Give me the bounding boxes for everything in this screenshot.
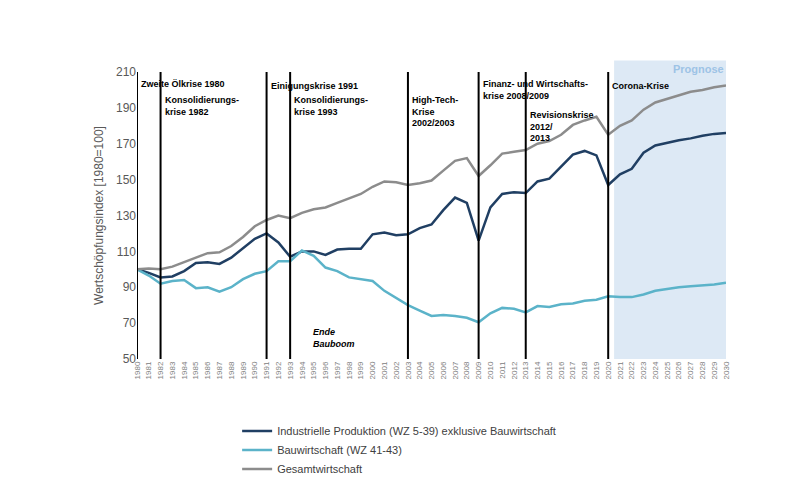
svg-text:Gesamtwirtschaft: Gesamtwirtschaft xyxy=(277,463,362,475)
svg-text:1996: 1996 xyxy=(321,361,330,379)
svg-text:1982: 1982 xyxy=(156,361,165,379)
svg-text:2004: 2004 xyxy=(415,361,424,379)
svg-text:2012: 2012 xyxy=(510,361,519,379)
svg-text:1985: 1985 xyxy=(192,361,201,379)
svg-text:High-Tech-Krise2002/2003: High-Tech-Krise2002/2003 xyxy=(412,95,458,128)
svg-text:2010: 2010 xyxy=(486,361,495,379)
svg-text:1984: 1984 xyxy=(180,361,189,379)
svg-text:Revisionskrise2012/2013: Revisionskrise2012/2013 xyxy=(530,110,594,143)
svg-text:2000: 2000 xyxy=(368,361,377,379)
svg-text:1987: 1987 xyxy=(215,361,224,379)
svg-text:50: 50 xyxy=(123,352,137,366)
svg-text:2029: 2029 xyxy=(710,361,719,379)
svg-text:2019: 2019 xyxy=(592,361,601,379)
svg-text:Konsolidierungs-krise 1982: Konsolidierungs-krise 1982 xyxy=(165,95,239,117)
svg-text:2016: 2016 xyxy=(557,361,566,379)
svg-text:Wertschöpfungsindex [1980=100]: Wertschöpfungsindex [1980=100] xyxy=(92,126,106,305)
svg-text:2006: 2006 xyxy=(439,361,448,379)
svg-text:130: 130 xyxy=(116,209,136,223)
svg-text:2028: 2028 xyxy=(698,361,707,379)
svg-text:Prognose: Prognose xyxy=(673,63,724,75)
svg-text:Zweite Ölkrise 1980: Zweite Ölkrise 1980 xyxy=(141,79,225,89)
svg-text:Finanz- und Wirtschafts-krise: Finanz- und Wirtschafts-krise 2008/2009 xyxy=(483,79,588,101)
svg-text:1981: 1981 xyxy=(144,361,153,379)
svg-text:2008: 2008 xyxy=(462,361,471,379)
svg-text:1994: 1994 xyxy=(298,361,307,379)
svg-text:Konsolidierungs-krise 1993: Konsolidierungs-krise 1993 xyxy=(294,95,368,117)
svg-text:EndeBauboom: EndeBauboom xyxy=(313,327,355,349)
svg-text:2021: 2021 xyxy=(616,361,625,379)
svg-text:1991: 1991 xyxy=(262,361,271,379)
svg-text:2013: 2013 xyxy=(521,361,530,379)
svg-text:210: 210 xyxy=(116,65,136,79)
svg-text:2025: 2025 xyxy=(663,361,672,379)
svg-text:2026: 2026 xyxy=(674,361,683,379)
svg-text:2003: 2003 xyxy=(404,361,413,379)
svg-text:2001: 2001 xyxy=(380,361,389,379)
svg-text:1989: 1989 xyxy=(239,361,248,379)
svg-text:2007: 2007 xyxy=(451,361,460,379)
svg-text:90: 90 xyxy=(123,280,137,294)
svg-text:1999: 1999 xyxy=(356,361,365,379)
svg-text:2011: 2011 xyxy=(498,361,507,379)
svg-text:170: 170 xyxy=(116,137,136,151)
svg-text:Bauwirtschaft (WZ 41-43): Bauwirtschaft (WZ 41-43) xyxy=(277,444,402,456)
svg-text:Einigungskrise 1991: Einigungskrise 1991 xyxy=(271,81,358,91)
svg-text:Industrielle Produktion (WZ 5-: Industrielle Produktion (WZ 5-39) exklus… xyxy=(277,425,556,437)
svg-text:2020: 2020 xyxy=(604,361,613,379)
svg-text:1988: 1988 xyxy=(227,361,236,379)
svg-text:2014: 2014 xyxy=(533,361,542,379)
svg-text:150: 150 xyxy=(116,173,136,187)
svg-text:2015: 2015 xyxy=(545,361,554,379)
svg-text:2023: 2023 xyxy=(639,361,648,379)
svg-text:2005: 2005 xyxy=(427,361,436,379)
svg-text:2002: 2002 xyxy=(392,361,401,379)
svg-text:2009: 2009 xyxy=(474,361,483,379)
svg-text:1997: 1997 xyxy=(333,361,342,379)
svg-text:1990: 1990 xyxy=(250,361,259,379)
svg-text:70: 70 xyxy=(123,316,137,330)
svg-text:190: 190 xyxy=(116,101,136,115)
svg-text:110: 110 xyxy=(117,245,136,259)
svg-text:1992: 1992 xyxy=(274,361,283,379)
svg-text:1993: 1993 xyxy=(286,361,295,379)
svg-text:1995: 1995 xyxy=(309,361,318,379)
svg-text:2027: 2027 xyxy=(686,361,695,379)
svg-text:1986: 1986 xyxy=(203,361,212,379)
svg-text:1980: 1980 xyxy=(133,361,142,379)
svg-text:2024: 2024 xyxy=(651,361,660,379)
svg-text:2017: 2017 xyxy=(568,361,577,379)
svg-text:2018: 2018 xyxy=(580,361,589,379)
svg-text:Corona-Krise: Corona-Krise xyxy=(612,81,669,91)
svg-text:1998: 1998 xyxy=(345,361,354,379)
svg-text:2022: 2022 xyxy=(627,361,636,379)
svg-text:2030: 2030 xyxy=(722,361,731,379)
svg-text:1983: 1983 xyxy=(168,361,177,379)
